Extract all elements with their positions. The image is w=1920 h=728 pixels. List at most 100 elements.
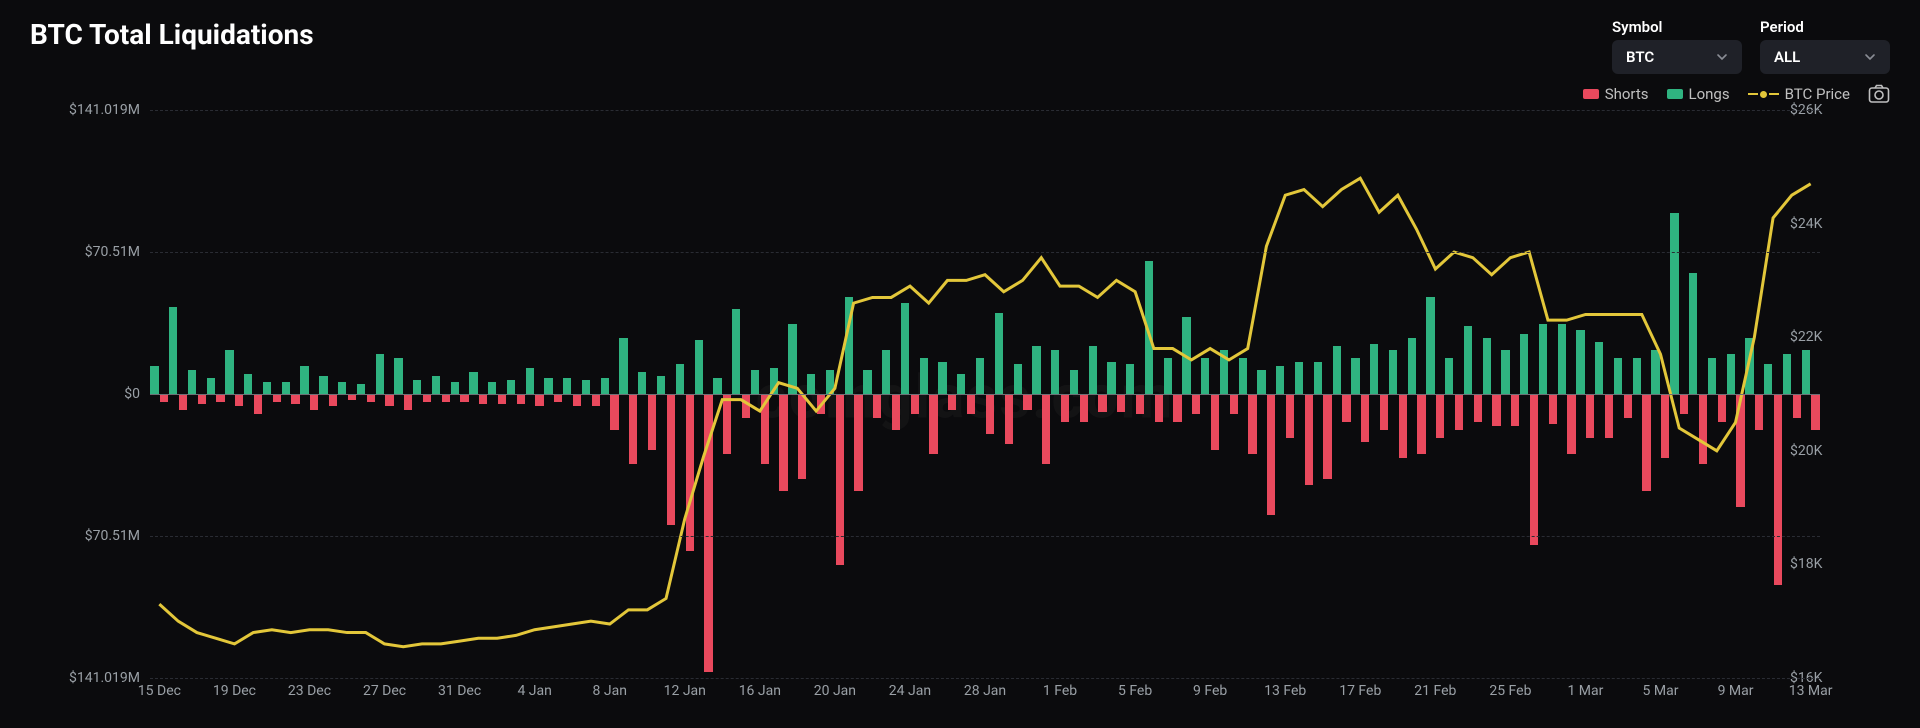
short-bar — [235, 394, 243, 406]
short-bar — [1567, 394, 1575, 454]
shorts-swatch — [1583, 89, 1599, 99]
short-bar — [254, 394, 262, 414]
long-bar — [619, 338, 627, 394]
long-bar — [1745, 338, 1753, 394]
y-left-tick: $0 — [50, 386, 140, 402]
short-bar — [1755, 394, 1763, 430]
short-bar — [1192, 394, 1200, 414]
short-bar — [1492, 394, 1500, 426]
long-bar — [601, 378, 609, 394]
short-bar — [704, 394, 712, 672]
short-bar — [273, 394, 281, 402]
long-bar — [319, 376, 327, 394]
long-bar — [1051, 350, 1059, 394]
legend-longs-label: Longs — [1689, 85, 1730, 103]
long-bar — [488, 382, 496, 394]
short-bar — [1680, 394, 1688, 414]
long-bar — [1182, 317, 1190, 394]
long-bar — [1539, 324, 1547, 394]
short-bar — [1305, 394, 1313, 485]
long-bar — [1070, 370, 1078, 394]
x-tick: 8 Jan — [593, 683, 627, 699]
short-bar — [967, 394, 975, 414]
short-bar — [1549, 394, 1557, 424]
short-bar — [686, 394, 694, 551]
x-tick: 12 Jan — [664, 683, 706, 699]
x-tick: 15 Dec — [138, 683, 181, 699]
long-bar — [1145, 261, 1153, 394]
y-left-tick: $141.019M — [50, 670, 140, 686]
long-bar — [357, 384, 365, 394]
short-bar — [1642, 394, 1650, 491]
short-bar — [404, 394, 412, 410]
long-bar — [901, 303, 909, 394]
long-bar — [582, 380, 590, 394]
short-bar — [1474, 394, 1482, 422]
page-title: BTC Total Liquidations — [30, 18, 314, 51]
long-bar — [788, 324, 796, 394]
period-value: ALL — [1774, 48, 1800, 66]
short-bar — [1173, 394, 1181, 422]
long-bar — [1764, 364, 1772, 394]
short-bar — [1023, 394, 1031, 410]
short-bar — [648, 394, 656, 450]
short-bar — [854, 394, 862, 491]
x-tick: 9 Feb — [1193, 683, 1227, 699]
short-bar — [1342, 394, 1350, 422]
y-left-tick: $70.51M — [50, 244, 140, 260]
long-bar — [207, 378, 215, 394]
long-bar — [826, 370, 834, 394]
short-bar — [198, 394, 206, 404]
short-bar — [1718, 394, 1726, 422]
long-bar — [526, 368, 534, 394]
long-bar — [563, 378, 571, 394]
short-bar — [1005, 394, 1013, 444]
price-swatch — [1748, 91, 1779, 98]
chart[interactable]: coinglass.com $141.019M$70.51M$0$70.51M$… — [50, 110, 1880, 708]
short-bar — [1230, 394, 1238, 414]
x-tick: 25 Feb — [1489, 683, 1531, 699]
short-bar — [798, 394, 806, 479]
short-bar — [1248, 394, 1256, 454]
symbol-dropdown[interactable]: BTC — [1612, 40, 1742, 74]
short-bar — [779, 394, 787, 491]
short-bar — [442, 394, 450, 402]
short-bar — [1155, 394, 1163, 422]
short-bar — [1530, 394, 1538, 545]
short-bar — [1793, 394, 1801, 418]
x-tick: 5 Mar — [1643, 683, 1679, 699]
long-bar — [1239, 358, 1247, 394]
long-bar — [1351, 358, 1359, 394]
short-bar — [1117, 394, 1125, 412]
long-bar — [1802, 350, 1810, 394]
long-bar — [338, 382, 346, 394]
short-bar — [1080, 394, 1088, 422]
long-bar — [1164, 358, 1172, 394]
x-tick: 31 Dec — [438, 683, 481, 699]
period-dropdown[interactable]: ALL — [1760, 40, 1890, 74]
legend-price[interactable]: BTC Price — [1748, 85, 1850, 103]
legend-longs[interactable]: Longs — [1667, 85, 1730, 103]
x-tick: 27 Dec — [363, 683, 406, 699]
long-bar — [1333, 346, 1341, 394]
short-bar — [1455, 394, 1463, 430]
short-bar — [1511, 394, 1519, 426]
short-bar — [291, 394, 299, 404]
short-bar — [179, 394, 187, 410]
x-tick: 13 Mar — [1789, 683, 1833, 699]
long-bar — [882, 350, 890, 394]
symbol-value: BTC — [1626, 48, 1654, 66]
camera-icon[interactable] — [1868, 84, 1890, 104]
short-bar — [873, 394, 881, 418]
short-bar — [554, 394, 562, 402]
short-bar — [817, 394, 825, 414]
long-bar — [1426, 297, 1434, 394]
legend-shorts[interactable]: Shorts — [1583, 85, 1649, 103]
long-bar — [225, 350, 233, 394]
long-bar — [1107, 362, 1115, 394]
long-bar — [282, 382, 290, 394]
long-bar — [1670, 213, 1678, 394]
long-bar — [770, 368, 778, 394]
short-bar — [329, 394, 337, 406]
long-bar — [300, 366, 308, 394]
